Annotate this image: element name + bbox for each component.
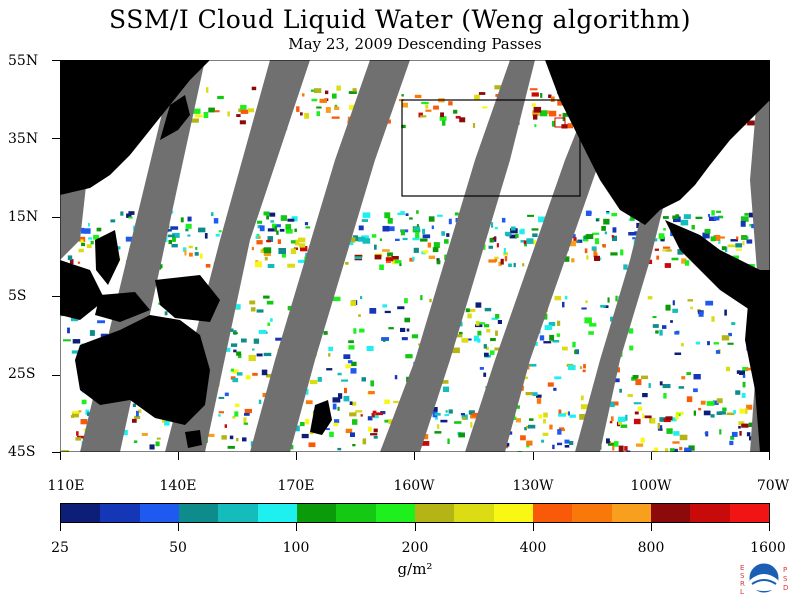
map-title: SSM/I Cloud Liquid Water (Weng algorithm… [0, 6, 800, 34]
svg-text:L: L [740, 588, 744, 596]
colorbar-segment [690, 504, 729, 522]
colorbar-segment [494, 504, 533, 522]
lon-label-100w: 100W [630, 478, 671, 494]
colorbar-label-800: 800 [638, 540, 665, 556]
axis-tick [52, 452, 60, 453]
lat-label-35n: 35N [8, 131, 54, 147]
axis-tick [52, 60, 60, 61]
svg-text:S: S [783, 575, 788, 583]
lon-label-70w: 70W [757, 478, 789, 494]
axis-tick [414, 452, 415, 460]
axis-tick [178, 523, 179, 531]
lat-label-5s: 5S [8, 288, 54, 304]
axis-tick [769, 523, 770, 531]
colorbar-label-200: 200 [402, 540, 429, 556]
colorbar-label-400: 400 [520, 540, 547, 556]
lat-label-15n: 15N [8, 209, 54, 225]
colorbar-segment [297, 504, 336, 522]
axis-tick [60, 452, 61, 460]
lat-label-55n: 55N [8, 53, 54, 69]
axis-tick [415, 523, 416, 531]
axis-tick [52, 217, 60, 218]
colorbar-segment [651, 504, 690, 522]
colorbar-segment [415, 504, 454, 522]
cloud-water-map [60, 60, 770, 452]
axis-tick [52, 375, 60, 376]
noaa-logo-icon: E S R L P S D [736, 558, 792, 598]
lon-label-130w: 130W [512, 478, 553, 494]
axis-tick [52, 138, 60, 139]
svg-text:S: S [740, 572, 745, 580]
colorbar-segment [730, 504, 769, 522]
colorbar-label-1600: 1600 [750, 540, 786, 556]
colorbar-segment [179, 504, 218, 522]
lat-label-45s: 45S [8, 444, 54, 460]
colorbar-label-100: 100 [283, 540, 310, 556]
axis-tick [651, 523, 652, 531]
axis-tick [769, 452, 770, 460]
axis-tick [60, 523, 61, 531]
svg-text:D: D [783, 584, 788, 592]
colorbar-segment [376, 504, 415, 522]
lon-label-160w: 160W [393, 478, 434, 494]
axis-tick [178, 452, 179, 460]
axis-tick [52, 296, 60, 297]
colorbar-segment [140, 504, 179, 522]
axis-tick [651, 452, 652, 460]
colorbar-label-25: 25 [51, 540, 69, 556]
axis-tick [533, 523, 534, 531]
noaa-esrl-psd-logo: E S R L P S D [736, 558, 792, 598]
map-subtitle: May 23, 2009 Descending Passes [0, 36, 800, 53]
map-canvas [60, 60, 770, 452]
svg-text:P: P [783, 566, 787, 574]
svg-text:R: R [740, 580, 745, 588]
colorbar-segment [336, 504, 375, 522]
axis-tick [296, 523, 297, 531]
lon-label-110e: 110E [48, 478, 85, 494]
axis-tick [533, 452, 534, 460]
colorbar-segment [454, 504, 493, 522]
lat-label-25s: 25S [8, 366, 54, 382]
lon-label-140e: 140E [160, 478, 197, 494]
colorbar-segment [100, 504, 139, 522]
lon-label-170e: 170E [278, 478, 315, 494]
colorbar [60, 503, 770, 523]
axis-tick [296, 452, 297, 460]
colorbar-segment [218, 504, 257, 522]
colorbar-label-50: 50 [169, 540, 187, 556]
colorbar-segment [612, 504, 651, 522]
colorbar-segment [572, 504, 611, 522]
colorbar-segment [533, 504, 572, 522]
svg-text:E: E [740, 564, 744, 572]
units-label: g/m² [398, 560, 433, 578]
colorbar-segment [61, 504, 100, 522]
colorbar-segment [258, 504, 297, 522]
